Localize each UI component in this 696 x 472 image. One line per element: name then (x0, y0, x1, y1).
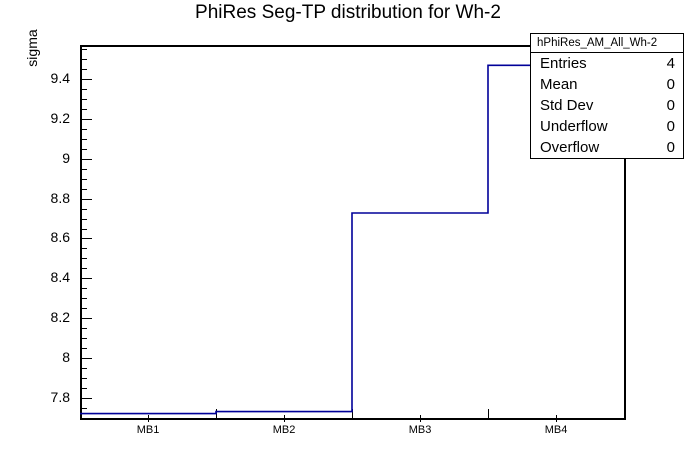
x-tick-center (148, 415, 149, 422)
stats-row-value: 4 (666, 55, 675, 72)
x-tick-center (556, 415, 557, 422)
y-tick-minor (80, 188, 87, 190)
y-tick-minor (80, 288, 87, 290)
stats-row-value: 0 (666, 76, 675, 93)
y-tick-major (80, 158, 92, 160)
x-tick-label: MB4 (544, 424, 568, 436)
y-tick-minor (80, 108, 87, 110)
plot-frame-right (624, 45, 626, 420)
y-tick-minor (80, 168, 87, 170)
y-tick-minor (80, 68, 87, 70)
y-tick-minor (80, 98, 87, 100)
y-tick-minor (80, 218, 87, 220)
y-tick-minor (80, 368, 87, 370)
y-tick-label: 7.8 (50, 389, 70, 406)
y-tick-major (80, 278, 92, 280)
y-tick-label: 8.8 (50, 189, 70, 206)
y-tick-label: 8.4 (50, 269, 70, 286)
y-tick-label: 9.4 (50, 69, 70, 86)
y-tick-label: 8.6 (50, 229, 70, 246)
y-tick-major (80, 118, 92, 120)
y-tick-minor (80, 258, 87, 260)
x-tick-label: MB2 (272, 424, 296, 436)
y-tick-major (80, 198, 92, 200)
stats-row-label: Std Dev (540, 97, 594, 114)
y-tick-minor (80, 268, 87, 270)
x-tick-major (216, 409, 217, 420)
x-tick-center (420, 415, 421, 422)
y-tick-minor (80, 178, 87, 180)
stats-rows: Entries 4 Mean 0 Std Dev 0 Underflow 0 Overflow 0 (531, 53, 683, 158)
y-tick-label: 9.2 (50, 109, 70, 126)
y-tick-minor (80, 248, 87, 250)
y-tick-major (80, 78, 92, 80)
y-tick-minor (80, 148, 87, 150)
x-tick-center (284, 415, 285, 422)
stats-row-value: 0 (666, 139, 675, 156)
stats-box[interactable]: hPhiRes_AM_All_Wh-2 Entries 4 Mean 0 Std Dev… (530, 33, 684, 159)
stats-row: Mean 0 (531, 74, 683, 95)
stats-row: Overflow 0 (531, 137, 683, 158)
y-tick-major (80, 398, 92, 400)
y-tick-major (80, 358, 92, 360)
plot-frame-top (80, 45, 626, 47)
y-tick-minor (80, 138, 87, 140)
y-tick-minor (80, 128, 87, 130)
y-tick-label: 8 (62, 349, 70, 366)
y-tick-minor (80, 348, 87, 350)
stats-row-label: Mean (540, 76, 578, 93)
y-tick-minor (80, 378, 87, 380)
y-tick-major (80, 318, 92, 320)
stats-row-value: 0 (666, 118, 675, 135)
stats-row-value: 0 (666, 97, 675, 114)
x-tick-label: MB1 (136, 424, 160, 436)
stats-row-label: Underflow (540, 118, 608, 135)
x-tick-major (352, 409, 353, 420)
y-tick-minor (80, 298, 87, 300)
stats-row: Underflow 0 (531, 116, 683, 137)
y-tick-minor (80, 208, 87, 210)
y-tick-minor (80, 338, 87, 340)
y-tick-label: 8.2 (50, 309, 70, 326)
x-tick-label: MB3 (408, 424, 432, 436)
stats-box-title: hPhiRes_AM_All_Wh-2 (531, 34, 683, 53)
y-tick-minor (80, 408, 87, 410)
y-tick-minor (80, 418, 87, 419)
stats-row-label: Overflow (540, 139, 600, 156)
y-tick-minor (80, 48, 87, 50)
x-tick-major (488, 409, 489, 420)
page-title: PhiRes Seg-TP distribution for Wh-2 (195, 2, 501, 23)
y-tick-minor (80, 228, 87, 230)
y-tick-major (80, 238, 92, 240)
stats-row-label: Entries (540, 55, 587, 72)
stats-row: Std Dev 0 (531, 95, 683, 116)
y-tick-minor (80, 308, 87, 310)
y-tick-minor (80, 328, 87, 330)
y-tick-label: 9 (62, 149, 70, 166)
y-tick-minor (80, 388, 87, 390)
y-tick-minor (80, 58, 87, 60)
y-tick-minor (80, 88, 87, 90)
stats-row: Entries 4 (531, 53, 683, 74)
